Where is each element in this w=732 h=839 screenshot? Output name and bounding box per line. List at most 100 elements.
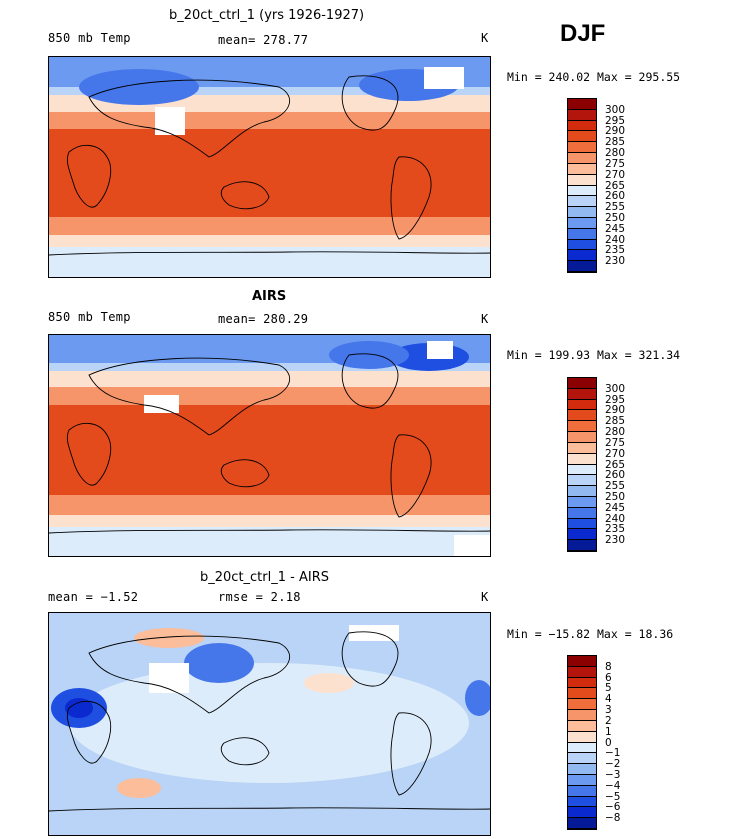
- colorbar-tick-label: 285: [605, 136, 626, 149]
- panel-2-variable-label: 850 mb Temp: [48, 310, 131, 324]
- colorbar-tick-label: 2: [605, 714, 612, 727]
- colorbar-tick-label: 235: [605, 523, 626, 536]
- colorbar-swatch: [568, 720, 596, 732]
- panel-2-units-label: K: [481, 312, 489, 326]
- colorbar-tick-label: 230: [605, 534, 626, 547]
- colorbar-tick-label: 295: [605, 114, 626, 127]
- panel-3-cold-africa-core: [65, 698, 93, 718]
- panel-3-warm-pacific: [304, 673, 354, 693]
- panel-2-band-southern: [49, 527, 490, 556]
- panel-2-map-svg: [49, 335, 490, 556]
- colorbar-swatch: [568, 142, 596, 154]
- panel-3-near-zero-field: [69, 663, 469, 783]
- colorbar-swatch: [568, 453, 596, 465]
- panel-2-band-tropics: [49, 405, 490, 499]
- colorbar-tick-label: 285: [605, 415, 626, 428]
- panel-1-title: b_20ct_ctrl_1 (yrs 1926-1927): [169, 8, 365, 23]
- colorbar-tick-label: 245: [605, 501, 626, 514]
- panel-3-map-svg: [49, 613, 490, 835]
- colorbar-swatch: [568, 196, 596, 208]
- colorbar-tick-label: 1: [605, 725, 612, 738]
- panel-1-range-text: Min = 240.02 Max = 295.55: [507, 70, 681, 84]
- panel-3-missing-arctic: [349, 625, 399, 641]
- colorbar-swatch: [568, 540, 596, 551]
- colorbar-tick-label: 235: [605, 244, 626, 257]
- panel-3-rmse-label: rmse = 2.18: [218, 590, 301, 604]
- panel-1-cold-eurasia: [79, 69, 199, 105]
- colorbar-tick-label: 5: [605, 682, 612, 695]
- colorbar-swatch: [568, 131, 596, 143]
- colorbar-swatch: [568, 507, 596, 519]
- colorbar-swatch: [568, 109, 596, 121]
- panel-3-mean-label: mean = −1.52: [48, 590, 139, 604]
- colorbar-tick-label: −3: [605, 768, 621, 781]
- colorbar-tick-label: 265: [605, 179, 626, 192]
- panel-2-missing-greenland: [427, 341, 453, 359]
- panel-2-band-subtrop-s: [49, 495, 490, 517]
- colorbar-tick-label: 290: [605, 404, 626, 417]
- colorbar-swatch: [568, 399, 596, 411]
- panel-1-variable-label: 850 mb Temp: [48, 31, 131, 45]
- colorbar-tick-label: 270: [605, 168, 626, 181]
- panel-3-warm-south: [117, 778, 161, 798]
- panel-2-missing-antarctic: [454, 535, 490, 556]
- panel-1-mean-label: mean= 278.77: [218, 33, 309, 47]
- panel-1-colorbar: 300 295 290 285 280 275 270 265 260 255 250 245 240 2…: [567, 98, 625, 273]
- panel-2-range-text: Min = 199.93 Max = 321.34: [507, 348, 681, 362]
- colorbar-swatch: [568, 378, 596, 389]
- colorbar-swatch: [568, 699, 596, 711]
- panel-3-units-label: K: [481, 590, 489, 604]
- colorbar-swatch: [568, 185, 596, 197]
- panel-1-missing-tibet: [155, 107, 185, 135]
- colorbar-tick-label: 6: [605, 671, 612, 684]
- colorbar-swatch: [568, 529, 596, 541]
- panel-2-missing-tibet: [144, 395, 179, 413]
- panel-1-missing-greenland: [424, 67, 464, 89]
- colorbar-tick-label: 300: [605, 382, 626, 395]
- panel-3-title: b_20ct_ctrl_1 - AIRS: [200, 570, 329, 585]
- colorbar-tick-label: 250: [605, 490, 626, 503]
- colorbar-tick-label: 270: [605, 447, 626, 460]
- colorbar-swatch: [568, 688, 596, 700]
- colorbar-swatch: [568, 731, 596, 743]
- colorbar-swatch: [568, 250, 596, 262]
- colorbar-tick-label: −4: [605, 779, 621, 792]
- colorbar-swatch: [568, 774, 596, 786]
- colorbar-swatch: [568, 410, 596, 422]
- colorbar-swatch: [568, 163, 596, 175]
- colorbar-tick-label: 260: [605, 190, 626, 203]
- colorbar-tick-label: 290: [605, 125, 626, 138]
- colorbar-swatch: [568, 666, 596, 678]
- panel-1-band-tropics: [49, 129, 490, 221]
- panel-1-band-southern: [49, 247, 490, 277]
- panel-3-map: [48, 612, 491, 836]
- colorbar-swatch: [568, 807, 596, 819]
- panel-1-map: [48, 56, 491, 278]
- colorbar-swatch: [568, 120, 596, 132]
- colorbar-tick-label: 240: [605, 512, 626, 525]
- colorbar-swatch: [568, 464, 596, 476]
- colorbar-swatch: [568, 742, 596, 754]
- panel-2-band-midlat-s: [49, 515, 490, 529]
- colorbar-tick-label: 230: [605, 255, 626, 268]
- panel-2-mean-label: mean= 280.29: [218, 312, 309, 326]
- colorbar-swatch: [568, 432, 596, 443]
- colorbar-swatch: [568, 656, 596, 667]
- colorbar-tick-label: 250: [605, 211, 626, 224]
- panel-1-units-label: K: [481, 31, 489, 45]
- colorbar-swatch: [568, 710, 596, 721]
- colorbar-swatch: [568, 496, 596, 508]
- colorbar-swatch: [568, 228, 596, 240]
- colorbar-swatch: [568, 99, 596, 110]
- colorbar-tick-label: 260: [605, 469, 626, 482]
- panel-3-colorbar: 8 6 5 4 3 2 1 0 −1 −2 −3 −4 −5 −6 −8: [567, 655, 620, 830]
- panel-1-band-midlat-s: [49, 235, 490, 249]
- colorbar-swatch: [568, 261, 596, 272]
- colorbar-tick-label: 280: [605, 426, 626, 439]
- colorbar-swatch: [568, 475, 596, 487]
- panel-2-map: [48, 334, 491, 557]
- colorbar-swatch: [568, 239, 596, 251]
- colorbar-tick-label: −8: [605, 812, 621, 825]
- panel-2-title: AIRS: [252, 289, 287, 304]
- colorbar-swatch: [568, 764, 596, 775]
